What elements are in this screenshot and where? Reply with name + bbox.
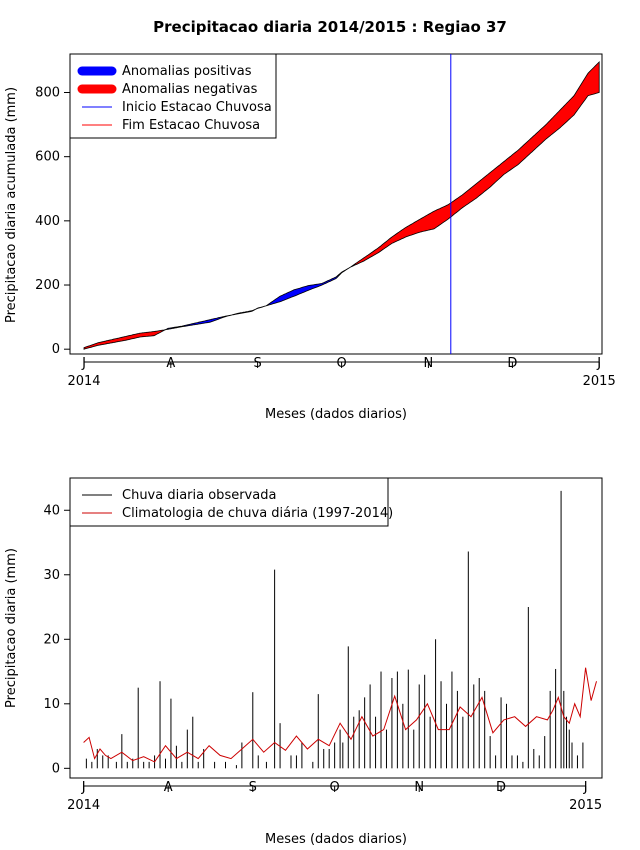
y-tick-label: 600 — [35, 150, 60, 165]
legend-label: Inicio Estacao Chuvosa — [122, 100, 272, 115]
y-axis-label: Precipitacao diaria (mm) — [4, 548, 19, 708]
y-tick-label: 0 — [52, 342, 60, 357]
x-tick-label: N — [424, 356, 434, 371]
y-tick-label: 800 — [35, 86, 60, 101]
x-tick-label: J — [596, 356, 601, 371]
year-label: 2015 — [583, 374, 616, 389]
y-tick-label: 20 — [43, 632, 60, 647]
positive-anomaly-area — [254, 267, 351, 311]
y-tick-label: 400 — [35, 214, 60, 229]
x-tick-label: O — [330, 780, 340, 795]
negative-anomaly-area — [230, 309, 256, 316]
x-tick-label: N — [414, 780, 424, 795]
legend-label: Anomalias negativas — [122, 82, 258, 97]
legend-label: Climatologia de chuva diária (1997-2014) — [122, 506, 393, 521]
legend-label: Anomalias positivas — [122, 64, 252, 79]
x-tick-label: A — [164, 780, 173, 795]
legend-label: Chuva diaria observada — [122, 488, 276, 503]
x-tick-label: J — [81, 780, 86, 795]
x-tick-label: S — [253, 356, 261, 371]
year-label: 2015 — [569, 798, 602, 813]
year-label: 2014 — [67, 798, 100, 813]
legend: Chuva diaria observada Climatologia de ch… — [69, 477, 393, 527]
y-axis-label: Precipitacao diaria acumulada (mm) — [4, 87, 19, 323]
negative-anomaly-area — [83, 329, 166, 350]
plot-frame — [69, 53, 603, 355]
x-axis-label: Meses (dados diarios) — [265, 407, 407, 422]
cumulative-chart: Precipitacao diaria acumulada (mm) Meses… — [4, 53, 616, 422]
y-tick-label: 0 — [52, 761, 60, 776]
x-tick-label: A — [166, 356, 175, 371]
climatology-line — [83, 667, 597, 763]
positive-anomaly-area — [164, 314, 232, 331]
x-tick-label: D — [507, 356, 517, 371]
year-label: 2014 — [67, 374, 100, 389]
x-tick-label: J — [81, 356, 86, 371]
x-axis-label: Meses (dados diarios) — [265, 832, 407, 847]
legend-label: Fim Estacao Chuvosa — [122, 118, 260, 133]
x-tick-label: O — [336, 356, 346, 371]
legend: Anomalias positivas Anomalias negativas In… — [69, 53, 277, 139]
negative-anomaly-area — [349, 61, 600, 268]
chart-title: Precipitacao diaria 2014/2015 : Regiao 3… — [153, 18, 507, 36]
y-tick-label: 30 — [43, 568, 60, 583]
y-tick-label: 200 — [35, 278, 60, 293]
y-tick-label: 40 — [43, 503, 60, 518]
x-tick-label: J — [583, 780, 588, 795]
y-tick-label: 10 — [43, 697, 60, 712]
x-tick-label: S — [249, 780, 257, 795]
legend-box — [69, 477, 389, 527]
x-tick-label: D — [496, 780, 506, 795]
daily-chart: Precipitacao diaria (mm) Meses (dados di… — [4, 477, 603, 847]
